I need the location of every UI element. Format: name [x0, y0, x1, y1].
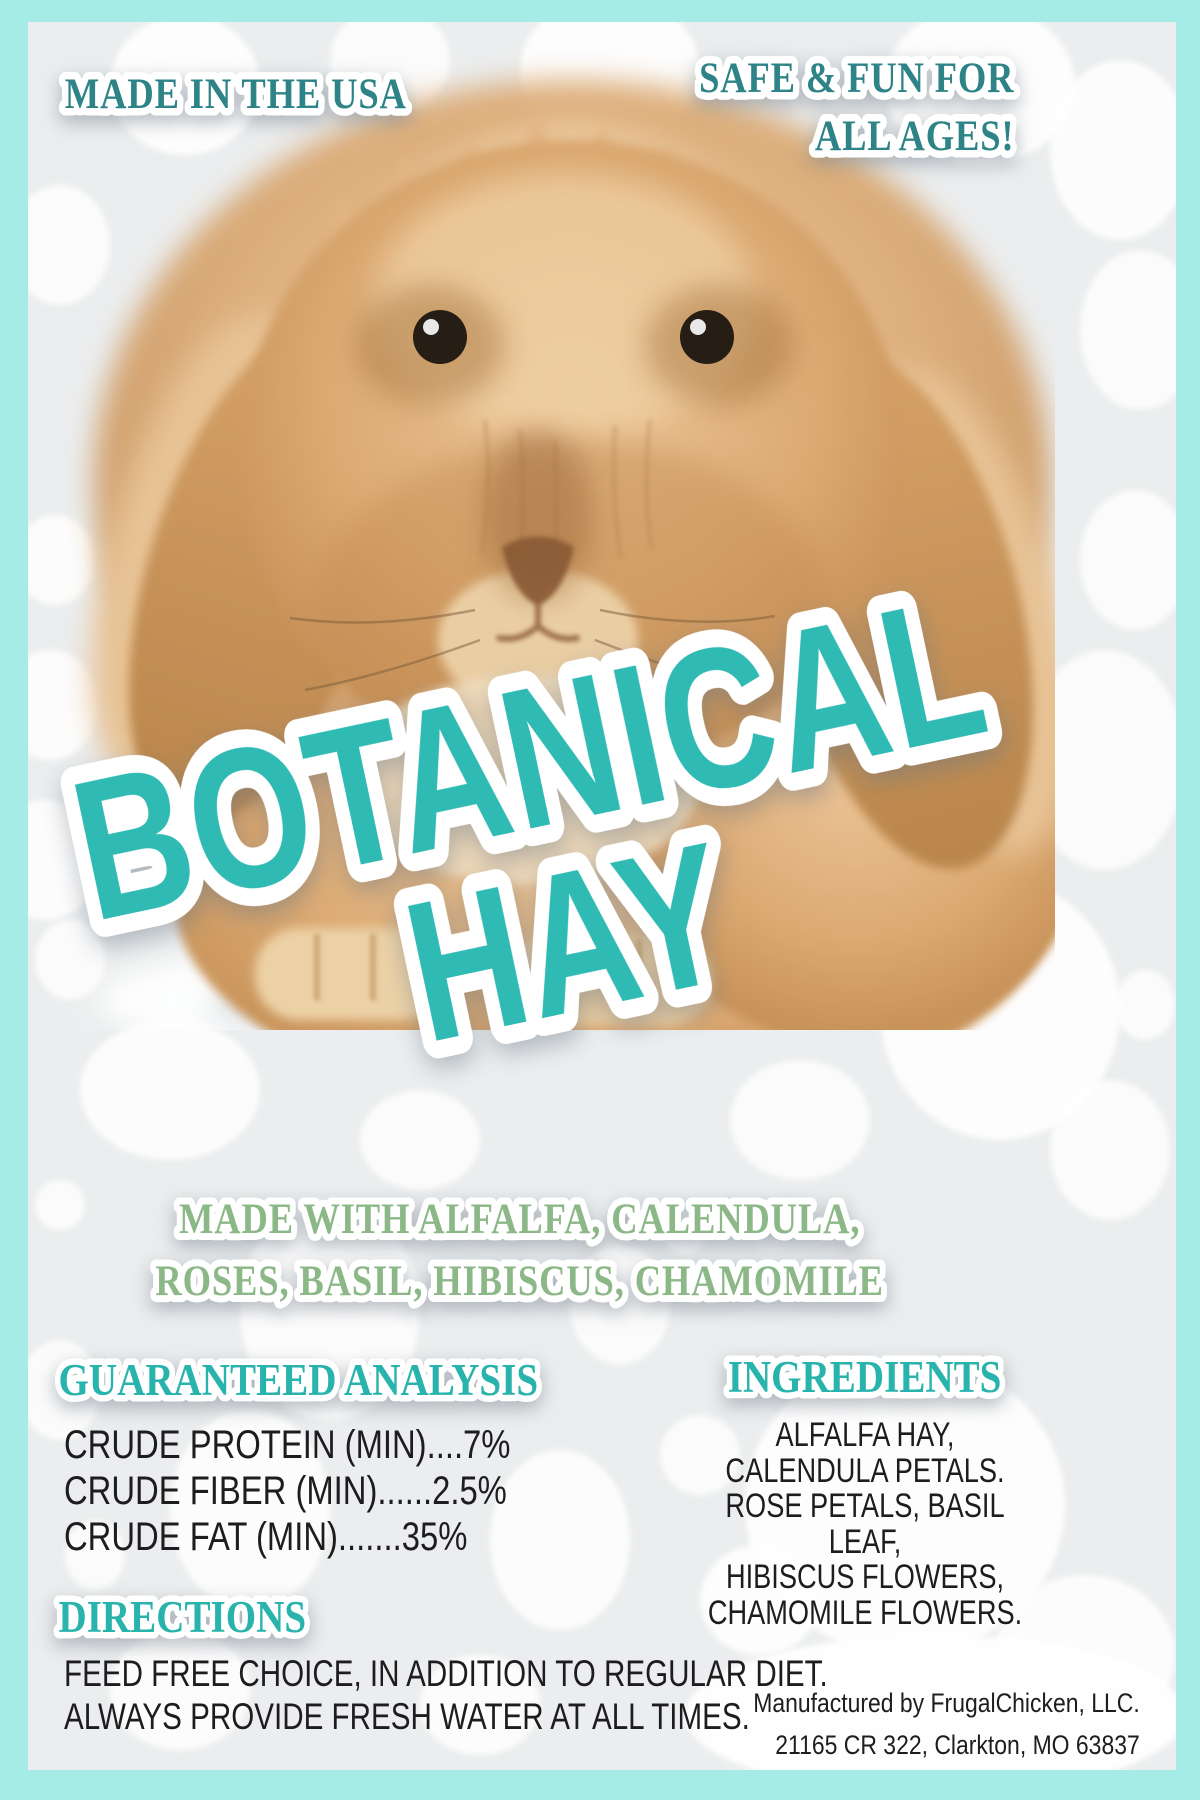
product-subtitle: MADE WITH ALFALFA, CALENDULA, ROSES, BAS… [149, 1188, 890, 1311]
rabbit-eye-left [413, 310, 467, 364]
subtitle-line2: ROSES, BASIL, HIBISCUS, CHAMOMILE [155, 1256, 884, 1304]
polka-dot [110, 1630, 250, 1750]
manufacturer-line1: Manufactured by FrugalChicken, LLC. [753, 1688, 1140, 1718]
polka-dot [490, 1450, 630, 1630]
ingredient-line: CALENDULA PETALS. [725, 1451, 1005, 1490]
made-in-usa-label: MADE IN THE USA [65, 69, 407, 117]
whiskers [289, 608, 776, 692]
polka-dot [110, 15, 260, 155]
polka-dot [685, 1635, 1185, 1795]
analysis-row: CRUDE FIBER (MIN)......2.5% [64, 1469, 507, 1513]
polka-dot [1115, 970, 1175, 1040]
polka-dot [15, 515, 95, 605]
ingredients-label: INGREDIENTS [728, 1352, 1002, 1403]
polka-dot [665, 1215, 705, 1255]
rabbit-eye-right [680, 310, 734, 364]
rabbit-mouth [496, 603, 580, 642]
ingredient-line: CHAMOMILE FLOWERS. [707, 1593, 1023, 1632]
guaranteed-analysis-rows: CRUDE PROTEIN (MIN)....7% CRUDE FIBER (M… [64, 1422, 510, 1560]
guaranteed-analysis-label: GUARANTEED ANALYSIS [59, 1355, 539, 1406]
polka-dot [20, 1340, 100, 1440]
polka-dot [660, 1415, 740, 1495]
ingredients-list: ALFALFA HAY, CALENDULA PETALS. ROSE PETA… [697, 1416, 1033, 1632]
polka-dot [570, 1245, 670, 1365]
polka-dot [240, 1200, 420, 1420]
chin-fluff [350, 675, 700, 885]
badge-made-in-usa: MADE IN THE USA [58, 62, 413, 124]
polka-dot [420, 1655, 540, 1755]
polka-dot [730, 1060, 870, 1180]
rabbit-photo [91, 80, 1055, 1030]
section-guaranteed-analysis-heading: GUARANTEED ANALYSIS [53, 1349, 545, 1412]
safe-fun-line1: SAFE & FUN FOR [699, 53, 1015, 101]
manufacturer-line2: 21165 CR 322, Clarkton, MO 63837 [775, 1730, 1140, 1760]
directions-label: DIRECTIONS [59, 1592, 307, 1643]
polka-dot [1080, 490, 1190, 630]
eye-highlight-left [423, 319, 439, 335]
section-directions-heading: DIRECTIONS [53, 1586, 313, 1649]
polka-dot [35, 920, 105, 1000]
polka-dot [80, 1020, 260, 1160]
polka-dot [1050, 60, 1190, 240]
rabbit-nose [502, 536, 574, 606]
polka-dot [1050, 1080, 1170, 1220]
analysis-row: CRUDE PROTEIN (MIN)....7% [64, 1423, 511, 1467]
badge-safe-fun: SAFE & FUN FOR ALL AGES! [692, 46, 1021, 166]
manufacturer-info: Manufactured by FrugalChicken, LLC. 2116… [753, 1682, 1140, 1766]
directions-text: FEED FREE CHOICE, IN ADDITION TO REGULAR… [64, 1652, 828, 1738]
analysis-row: CRUDE FAT (MIN).......35% [64, 1515, 468, 1559]
polka-dot [170, 1410, 330, 1610]
polka-dot [330, 5, 450, 115]
ingredient-line: ALFALFA HAY, [775, 1416, 955, 1454]
rabbit-foot-left [255, 928, 445, 1020]
polka-dot [360, 1090, 480, 1190]
ingredient-line: HIBISCUS FLOWERS, [725, 1558, 1005, 1596]
toe-lines [314, 933, 642, 1007]
subtitle-line1: MADE WITH ALFALFA, CALENDULA, [179, 1194, 860, 1242]
section-ingredients-heading: INGREDIENTS [722, 1346, 1008, 1409]
polka-dot [65, 1520, 125, 1590]
directions-line: ALWAYS PROVIDE FRESH WATER AT ALL TIMES. [64, 1696, 750, 1737]
polka-dot [885, 5, 1075, 165]
muzzle [438, 568, 638, 712]
polka-dot [700, 1545, 820, 1655]
rabbit-foot-right [507, 934, 712, 1026]
directions-line: FEED FREE CHOICE, IN ADDITION TO REGULAR… [64, 1653, 828, 1694]
polka-dot [1080, 250, 1200, 410]
eye-highlight-right [690, 319, 706, 335]
ingredient-line: ROSE PETALS, BASIL LEAF, [725, 1487, 1005, 1561]
safe-fun-line2: ALL AGES! [815, 111, 1015, 159]
polka-dot [35, 1180, 85, 1230]
